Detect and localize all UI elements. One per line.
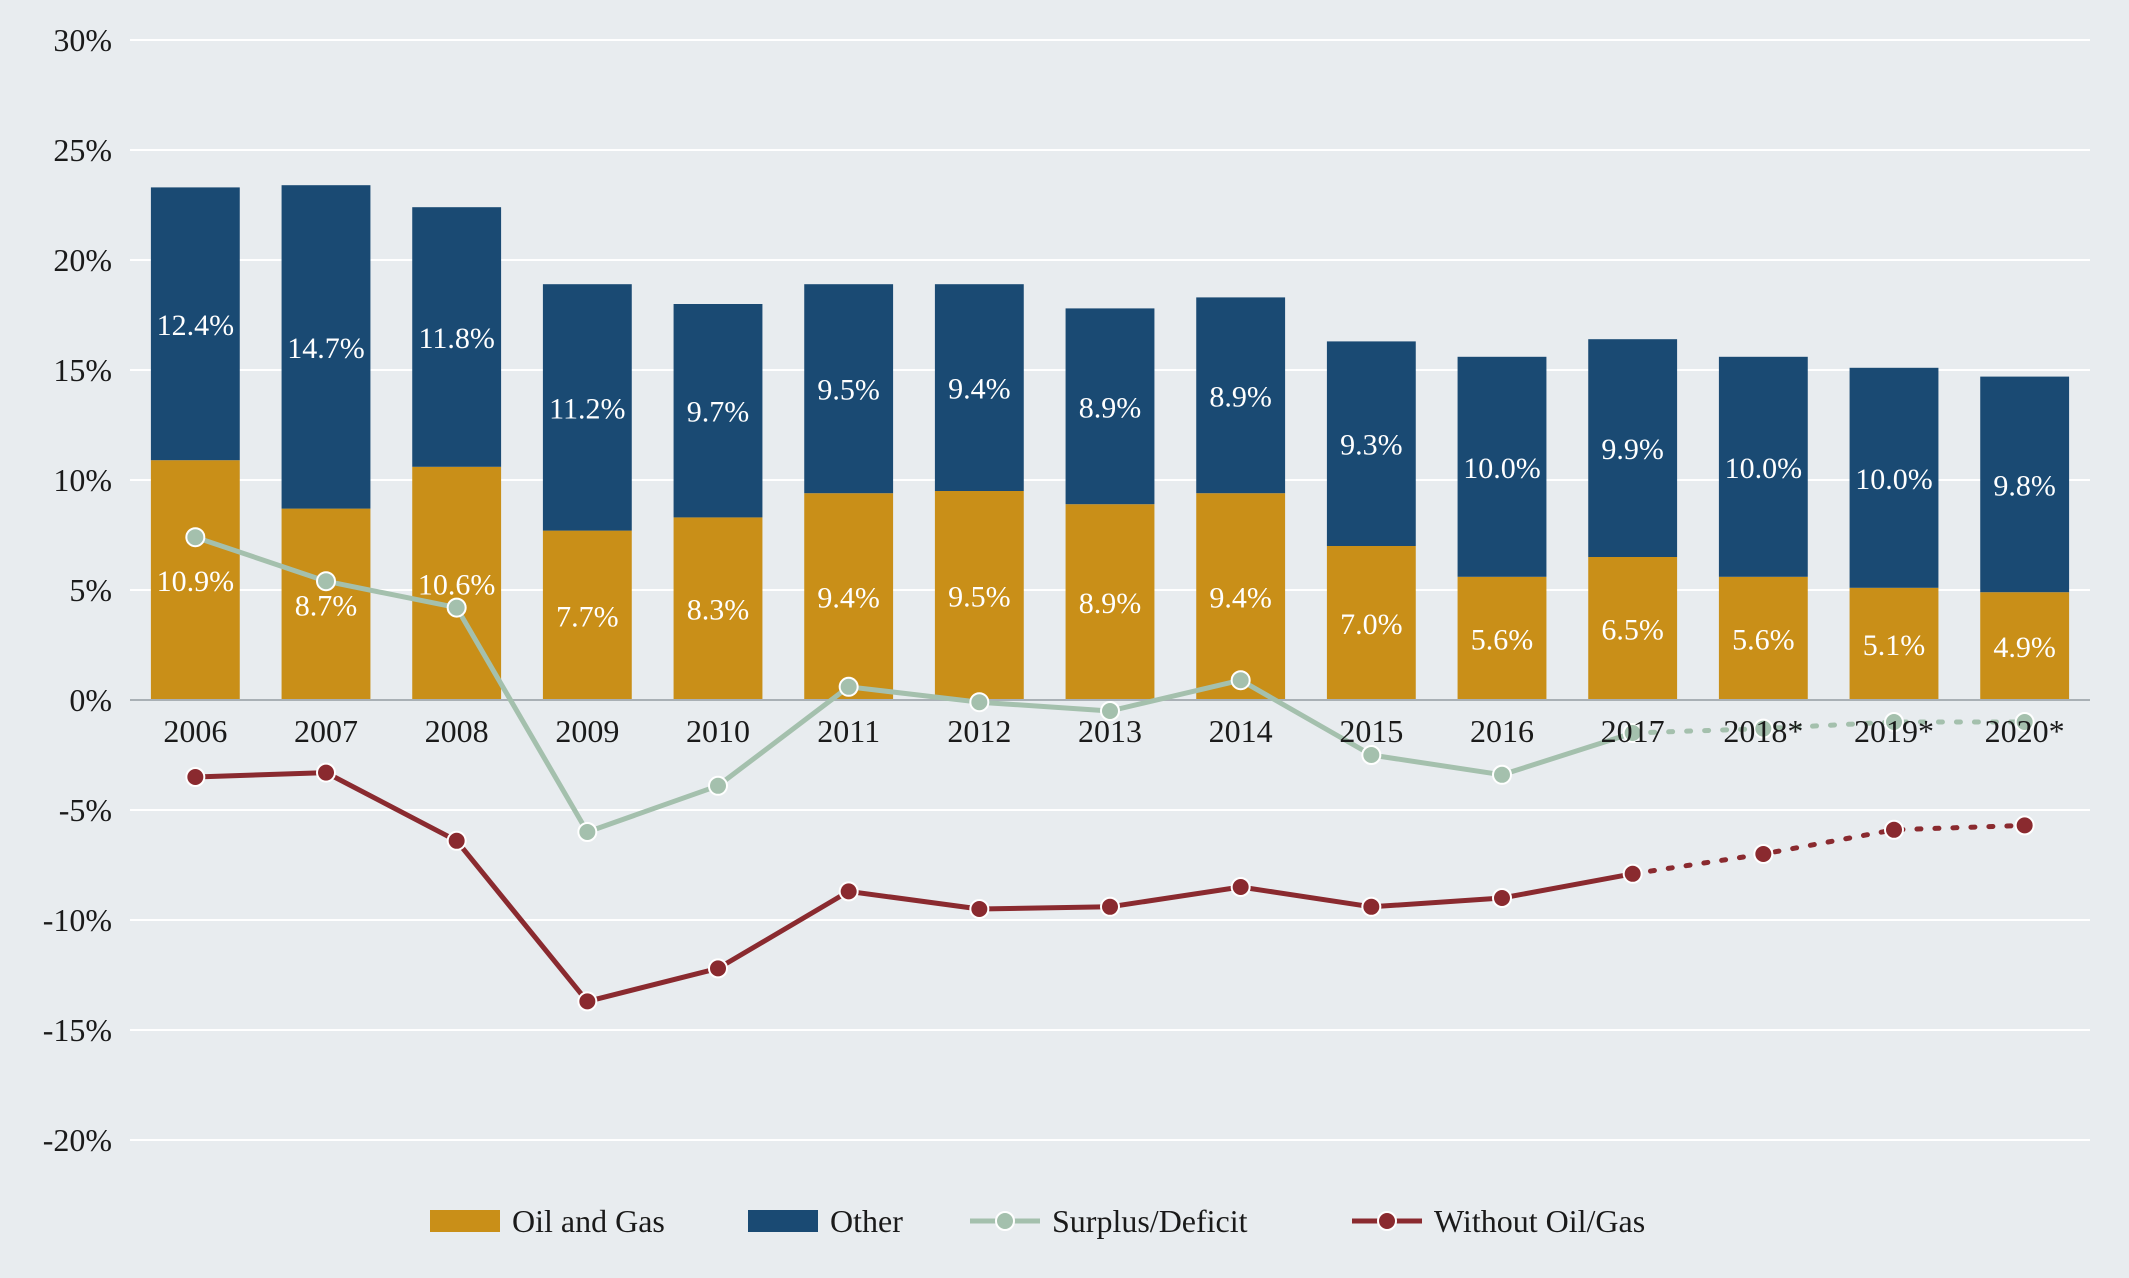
legend-label-oil-and-gas: Oil and Gas: [512, 1203, 665, 1239]
bar-label-other: 14.7%: [287, 332, 365, 365]
without-oil-gas-marker: [840, 882, 858, 900]
without-oil-gas-marker: [1362, 898, 1380, 916]
y-tick-label: 20%: [53, 242, 112, 278]
y-tick-label: 0%: [69, 682, 112, 718]
bar-label-oil: 8.3%: [687, 594, 750, 627]
surplus-deficit-marker: [840, 678, 858, 696]
x-tick-label: 2014: [1209, 713, 1273, 749]
bar-label-other: 10.0%: [1725, 452, 1803, 485]
without-oil-gas-marker: [1493, 889, 1511, 907]
surplus-deficit-marker: [1232, 671, 1250, 689]
x-tick-label: 2020*: [1985, 713, 2065, 749]
bar-label-other: 11.8%: [418, 322, 494, 355]
bar-label-other: 9.3%: [1340, 429, 1403, 462]
x-tick-label: 2017: [1601, 713, 1665, 749]
surplus-deficit-marker: [186, 528, 204, 546]
bar-label-oil: 9.4%: [817, 582, 880, 615]
without-oil-gas-marker: [448, 832, 466, 850]
bar-label-other: 9.5%: [817, 374, 880, 407]
without-oil-gas-marker: [1232, 878, 1250, 896]
surplus-deficit-marker: [709, 777, 727, 795]
bar-label-other: 10.0%: [1855, 463, 1933, 496]
x-tick-label: 2009: [555, 713, 619, 749]
bar-label-oil: 10.6%: [418, 568, 496, 601]
bar-label-oil: 7.0%: [1340, 608, 1403, 641]
y-tick-label: 25%: [53, 132, 112, 168]
bar-label-oil: 9.5%: [948, 581, 1011, 614]
without-oil-gas-marker: [1101, 898, 1119, 916]
bar-label-oil: 6.5%: [1601, 614, 1664, 647]
bar-label-oil: 7.7%: [556, 600, 619, 633]
bar-label-oil: 4.9%: [1993, 631, 2056, 664]
chart-container: -20% -15% -10% -5% 0% 5% 10% 15% 20% 25% 30% 10.9% 1…: [0, 0, 2129, 1278]
x-tick-label: 2006: [163, 713, 227, 749]
bar-label-oil: 9.4%: [1209, 582, 1272, 615]
legend-swatch-other: [748, 1210, 818, 1232]
legend-marker-surplus-deficit: [996, 1212, 1014, 1230]
legend-label-without-oil-gas: Without Oil/Gas: [1434, 1203, 1645, 1239]
bar-label-oil: 10.9%: [157, 565, 235, 598]
bar-label-other: 10.0%: [1463, 452, 1541, 485]
bar-label-oil: 8.9%: [1079, 587, 1142, 620]
legend-swatch-oil-and-gas: [430, 1210, 500, 1232]
without-oil-gas-marker: [186, 768, 204, 786]
surplus-deficit-marker: [317, 572, 335, 590]
x-tick-label: 2018*: [1723, 713, 1803, 749]
y-tick-label: -15%: [43, 1012, 112, 1048]
legend-marker-without-oil-gas: [1378, 1212, 1396, 1230]
bar-label-other: 11.2%: [549, 392, 625, 425]
x-tick-label: 2016: [1470, 713, 1534, 749]
legend-label-surplus-deficit: Surplus/Deficit: [1052, 1203, 1248, 1239]
y-tick-label: 30%: [53, 22, 112, 58]
bar-label-oil: 8.7%: [295, 589, 358, 622]
bar-label-other: 9.4%: [948, 373, 1011, 406]
bar-label-other: 12.4%: [157, 309, 235, 342]
y-tick-label: -10%: [43, 902, 112, 938]
without-oil-gas-marker: [1624, 865, 1642, 883]
y-tick-label: -5%: [59, 792, 112, 828]
x-tick-label: 2019*: [1854, 713, 1934, 749]
surplus-deficit-marker: [448, 599, 466, 617]
y-tick-label: 5%: [69, 572, 112, 608]
without-oil-gas-marker: [970, 900, 988, 918]
surplus-deficit-marker: [1493, 766, 1511, 784]
bar-label-other: 9.8%: [1993, 469, 2056, 502]
bar-label-other: 8.9%: [1079, 391, 1142, 424]
y-tick-label: 10%: [53, 462, 112, 498]
y-tick-label: -20%: [43, 1122, 112, 1158]
without-oil-gas-marker: [2016, 816, 2034, 834]
surplus-deficit-marker: [970, 693, 988, 711]
without-oil-gas-marker: [1885, 821, 1903, 839]
without-oil-gas-marker: [1754, 845, 1772, 863]
chart-svg: -20% -15% -10% -5% 0% 5% 10% 15% 20% 25% 30% 10.9% 1…: [0, 0, 2129, 1278]
x-tick-label: 2008: [425, 713, 489, 749]
bar-label-other: 8.9%: [1209, 380, 1272, 413]
without-oil-gas-marker: [578, 992, 596, 1010]
bar-label-other: 9.7%: [687, 396, 750, 429]
without-oil-gas-marker: [709, 959, 727, 977]
x-tick-label: 2013: [1078, 713, 1142, 749]
x-tick-label: 2015: [1339, 713, 1403, 749]
without-oil-gas-marker: [317, 764, 335, 782]
y-tick-label: 15%: [53, 352, 112, 388]
bar-label-oil: 5.6%: [1732, 623, 1795, 656]
x-tick-label: 2007: [294, 713, 358, 749]
x-tick-label: 2010: [686, 713, 750, 749]
surplus-deficit-marker: [578, 823, 596, 841]
legend-label-other: Other: [830, 1203, 903, 1239]
x-tick-label: 2011: [817, 713, 880, 749]
x-tick-label: 2012: [947, 713, 1011, 749]
bar-label-oil: 5.6%: [1471, 623, 1534, 656]
bar-label-other: 9.9%: [1601, 433, 1664, 466]
bar-label-oil: 5.1%: [1863, 629, 1926, 662]
